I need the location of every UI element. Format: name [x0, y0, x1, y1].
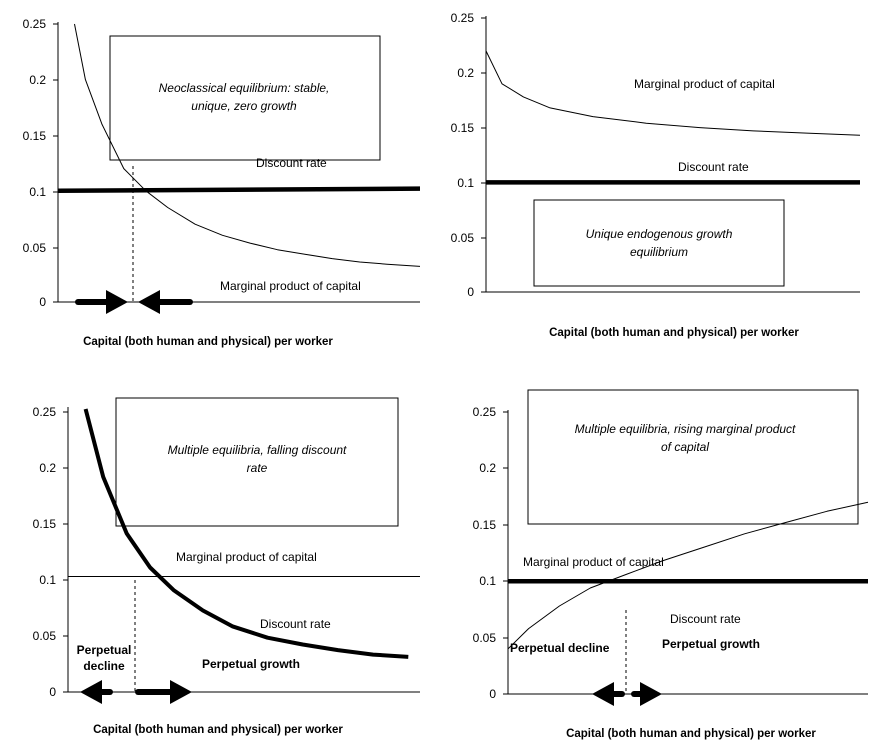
- annotation-text: unique, zero growth: [191, 99, 297, 113]
- y-tick-label: 0.1: [457, 176, 474, 190]
- series-line-0: [74, 23, 421, 267]
- y-tick-label: 0: [467, 285, 474, 299]
- y-tick-label: 0.2: [29, 73, 46, 87]
- x-axis-label: Capital (both human and physical) per wo…: [83, 336, 333, 348]
- y-tick-label: 0.15: [451, 121, 475, 135]
- y-tick-label: 0.25: [451, 11, 475, 25]
- x-axis-label: Capital (both human and physical) per wo…: [566, 728, 816, 740]
- series-line-1: [57, 186, 421, 194]
- annotation-text: rate: [247, 461, 268, 475]
- series-label: Marginal product of capital: [176, 550, 317, 564]
- chart-panel-top-right: Unique endogenous growth equilibrium 0 0.05…: [451, 11, 861, 339]
- annotation-box: [115, 397, 399, 527]
- y-tick-label: 0.1: [479, 574, 496, 588]
- y-tick-label: 0.15: [23, 129, 47, 143]
- chart-panel-bottom-right: Multiple equilibria, rising marginal pro…: [473, 389, 869, 740]
- y-tick-label: 0.05: [23, 241, 47, 255]
- series-label: Discount rate: [260, 617, 331, 631]
- region-label-left: decline: [83, 659, 125, 673]
- arrow-head: [170, 680, 192, 704]
- y-tick-label: 0: [39, 295, 46, 309]
- annotation-text: equilibrium: [630, 245, 688, 259]
- y-tick-label: 0.25: [23, 17, 47, 31]
- series-label: Marginal product of capital: [634, 77, 775, 91]
- annotation-box: [527, 389, 859, 525]
- annotation-text: Multiple equilibria, rising marginal pro…: [575, 422, 796, 436]
- annotation-text: Unique endogenous growth: [586, 227, 733, 241]
- region-label-right: Perpetual growth: [662, 637, 760, 651]
- series-line-0: [507, 501, 869, 650]
- y-tick-label: 0.2: [457, 66, 474, 80]
- annotation-text: of capital: [661, 440, 709, 454]
- y-tick-label: 0.05: [451, 231, 475, 245]
- y-tick-label: 0.1: [39, 573, 56, 587]
- region-label-right: Perpetual growth: [202, 657, 300, 671]
- region-label-left: Perpetual decline: [510, 641, 610, 655]
- arrow-head: [640, 682, 662, 706]
- chart-panel-bottom-left: Multiple equilibria, falling discount rat…: [33, 397, 420, 736]
- x-axis-label: Capital (both human and physical) per wo…: [93, 724, 343, 736]
- annotation-text: Multiple equilibria, falling discount: [168, 443, 347, 457]
- y-tick-label: 0: [489, 687, 496, 701]
- series-label: Marginal product of capital: [220, 279, 361, 293]
- series-label: Discount rate: [678, 160, 749, 174]
- arrow-head: [138, 290, 160, 314]
- arrow-head: [80, 680, 102, 704]
- series-label: Discount rate: [256, 156, 327, 170]
- series-line-1: [83, 408, 409, 659]
- y-tick-label: 0.05: [33, 629, 57, 643]
- y-tick-label: 0.2: [39, 461, 56, 475]
- annotation-box: [109, 35, 381, 161]
- series-label: Discount rate: [670, 612, 741, 626]
- y-tick-label: 0.25: [33, 405, 57, 419]
- arrow-head: [592, 682, 614, 706]
- annotation-text: Neoclassical equilibrium: stable,: [159, 81, 330, 95]
- series-line-0: [485, 50, 861, 136]
- y-tick-label: 0: [49, 685, 56, 699]
- annotation-box: [533, 199, 785, 287]
- y-tick-label: 0.15: [33, 517, 57, 531]
- region-label-left: Perpetual: [77, 643, 132, 657]
- y-tick-label: 0.1: [29, 185, 46, 199]
- y-tick-label: 0.2: [479, 461, 496, 475]
- arrow-head: [106, 290, 128, 314]
- y-tick-label: 0.15: [473, 518, 497, 532]
- chart-panel-top-left: Neoclassical equilibrium: stable, unique,…: [23, 17, 421, 348]
- x-axis-label: Capital (both human and physical) per wo…: [549, 327, 799, 339]
- y-tick-label: 0.25: [473, 405, 497, 419]
- series-label: Marginal product of capital: [523, 555, 664, 569]
- y-tick-label: 0.05: [473, 631, 497, 645]
